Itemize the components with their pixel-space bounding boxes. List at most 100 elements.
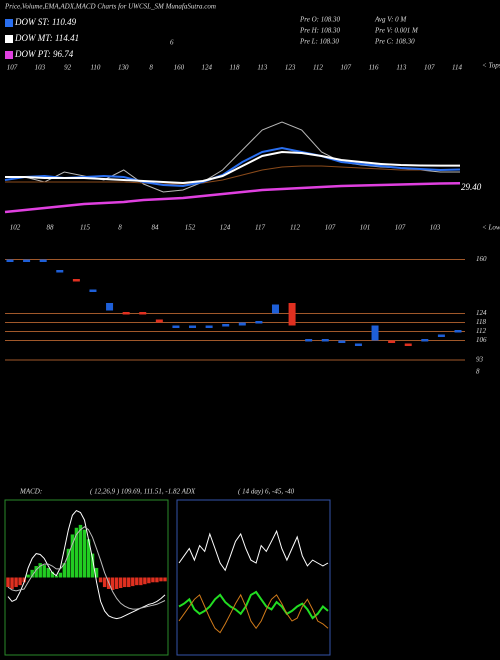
top-label: 113 <box>257 64 267 72</box>
info-text: Pre V: 0.001 M <box>374 27 419 35</box>
low-label: 101 <box>360 224 371 232</box>
legend-entry: DOW MT: 114.41 <box>14 33 79 43</box>
adx-panel <box>176 499 331 656</box>
legend-swatch <box>5 19 13 27</box>
bottom-label: 8 <box>476 368 480 376</box>
low-label: 102 <box>10 224 21 232</box>
info-text: Pre O: 108.30 <box>299 16 340 24</box>
macd-label: MACD: <box>19 488 42 496</box>
top-label: 110 <box>90 64 100 72</box>
adx-line <box>178 529 329 572</box>
low-label: 117 <box>255 224 265 232</box>
macd-histogram-bar <box>159 577 163 582</box>
candle <box>371 325 379 341</box>
macd-histogram-bar <box>94 567 99 578</box>
low-label: 115 <box>80 224 90 232</box>
top-label: 107 <box>424 64 435 72</box>
top-label: 92 <box>64 64 72 72</box>
level-label: 106 <box>476 336 487 344</box>
candle <box>172 325 180 328</box>
price-line <box>5 150 460 185</box>
legend-entry: DOW ST: 110.49 <box>14 17 77 27</box>
adx-line <box>178 593 329 634</box>
candle <box>39 259 47 262</box>
candle <box>238 322 246 326</box>
candle <box>106 303 114 311</box>
candle <box>72 279 80 282</box>
info-text: Pre H: 108.30 <box>299 27 340 35</box>
macd-histogram-bar <box>18 577 22 586</box>
macd-histogram-bar <box>46 567 50 578</box>
macd-histogram-bar <box>22 577 26 583</box>
candle <box>338 340 346 343</box>
top-label: 160 <box>174 64 185 72</box>
low-label: 84 <box>152 224 160 232</box>
top-label: 116 <box>369 64 379 72</box>
candle <box>155 319 163 323</box>
macd-histogram-bar <box>74 527 79 578</box>
low-label: 107 <box>395 224 406 232</box>
low-label: 107 <box>325 224 336 232</box>
end-label: 29.40 <box>461 182 482 192</box>
low-label: 112 <box>290 224 300 232</box>
candle <box>271 304 279 314</box>
macd-histogram-bar <box>147 577 151 584</box>
candle <box>255 321 263 324</box>
candle <box>321 339 329 342</box>
top-label: 123 <box>285 64 296 72</box>
macd-histogram-bar <box>98 577 103 583</box>
candle <box>404 343 412 346</box>
level-label: 124 <box>476 309 487 317</box>
info-text: Pre L: 108.30 <box>299 38 339 46</box>
macd-histogram-bar <box>70 534 75 578</box>
top-label: 112 <box>313 64 323 72</box>
top-note: 6 <box>170 39 174 47</box>
macd-histogram-bar <box>58 572 63 578</box>
macd-histogram-bar <box>114 577 119 589</box>
candle <box>89 289 97 292</box>
candle <box>122 312 130 315</box>
level-label: 160 <box>476 255 487 263</box>
legend-entry: DOW PT: 96.74 <box>14 49 74 59</box>
macd-histogram-bar <box>135 577 139 586</box>
tops-caption: < Tops <box>482 62 500 70</box>
macd-histogram-bar <box>26 574 30 578</box>
macd-histogram-bar <box>34 566 38 578</box>
macd-histogram-bar <box>163 577 167 582</box>
candle <box>421 339 429 342</box>
top-label: 113 <box>396 64 406 72</box>
macd-histogram-bar <box>14 577 18 588</box>
macd-histogram-bar <box>119 577 123 589</box>
price-line <box>5 165 460 185</box>
low-label: 124 <box>220 224 231 232</box>
candle <box>189 325 197 328</box>
lows-caption: < Lows <box>482 224 500 232</box>
price-line <box>4 182 461 214</box>
candle <box>388 340 396 343</box>
candle <box>354 343 362 346</box>
macd-histogram-bar <box>30 569 34 578</box>
adx-label: ( 14 day) 6, -45, -40 <box>238 488 295 496</box>
macd-histogram-bar <box>6 577 10 588</box>
legend-swatch <box>5 51 13 59</box>
macd-histogram-bar <box>38 563 42 578</box>
macd-histogram-bar <box>143 577 147 585</box>
top-label: 124 <box>201 64 212 72</box>
macd-histogram-bar <box>139 577 143 586</box>
candle <box>288 303 296 326</box>
macd-histogram-bar <box>155 577 159 583</box>
macd-params: ( 12,26,9 ) 109.69, 111.51, -1.82 ADX <box>90 488 196 496</box>
candle <box>222 324 230 327</box>
top-label: 107 <box>7 64 18 72</box>
candle <box>6 259 14 262</box>
low-label: 152 <box>185 224 196 232</box>
macd-histogram-bar <box>102 577 107 588</box>
top-label: 107 <box>341 64 352 72</box>
info-text: Avg V: 0 M <box>374 16 407 24</box>
macd-histogram-bar <box>62 563 67 578</box>
top-label: 8 <box>149 64 153 72</box>
candle <box>454 330 462 333</box>
info-text: Pre C: 108.30 <box>374 38 415 46</box>
candle <box>437 334 445 337</box>
